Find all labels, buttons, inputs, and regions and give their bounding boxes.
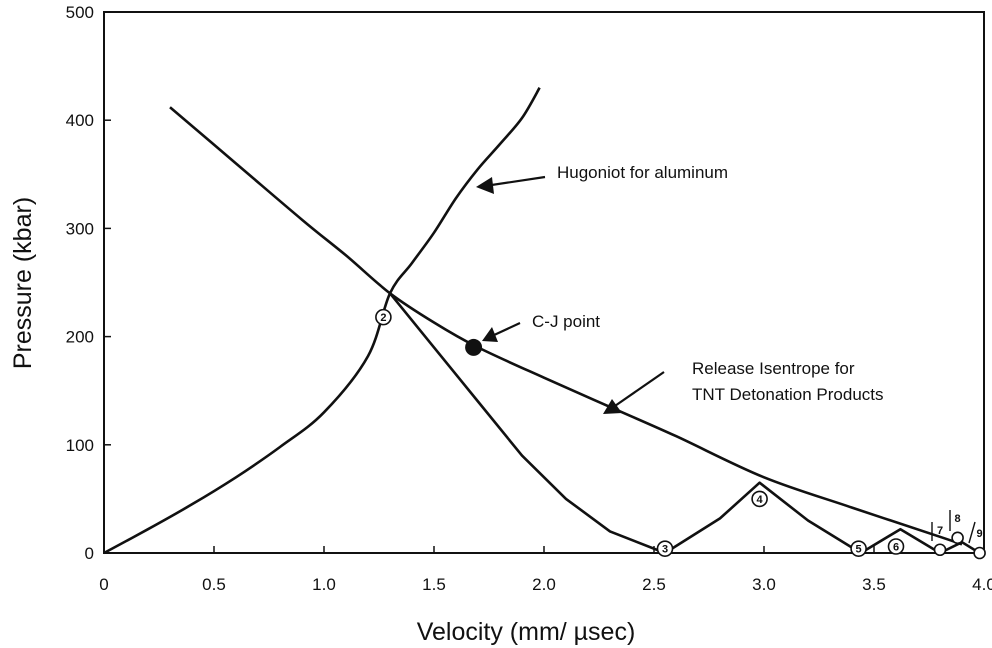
y-tick-labels: 0 100 200 300 400 500 — [66, 3, 94, 563]
marker-9-arrow — [968, 521, 976, 544]
marker-label: 7 — [937, 525, 943, 537]
marker-label: 9 — [977, 528, 983, 540]
marker-label: 4 — [757, 494, 764, 506]
hugoniot-curve — [103, 87, 541, 555]
x-tick-label: 2.5 — [642, 575, 666, 594]
cj-arrow — [491, 322, 521, 337]
markers: 2 3 4 5 6 78 9 — [375, 308, 986, 560]
marker-7: 7 — [933, 525, 947, 557]
y-tick-label: 500 — [66, 3, 94, 22]
x-tick-labels: 0 0.5 1.0 1.5 2.0 2.5 3.0 3.5 4.0 — [99, 575, 992, 594]
isentrope-label-line2: TNT Detonation Products — [692, 385, 884, 404]
y-tick-label: 400 — [66, 111, 94, 130]
reverberation-curve — [388, 292, 981, 555]
marker-circle — [973, 546, 986, 560]
y-axis-title: Pressure (kbar) — [9, 197, 37, 369]
x-tick-label: 0.5 — [202, 575, 226, 594]
curves — [103, 87, 981, 555]
isentrope-arrowhead — [603, 399, 622, 414]
isentrope-label-line1: Release Isentrope for — [692, 359, 855, 378]
x-tick-label: 0 — [99, 575, 108, 594]
cj-arrowhead — [482, 327, 498, 342]
marker-6: 6 — [887, 538, 905, 555]
y-tick-label: 200 — [66, 328, 94, 347]
marker-circle — [375, 308, 392, 326]
annotation-arrows — [476, 175, 976, 544]
y-tick-label: 0 — [85, 544, 94, 563]
marker-8: 8 — [951, 513, 964, 545]
marker-9: 9 — [973, 528, 986, 560]
plot-frame — [103, 11, 985, 554]
y-tick-label: 300 — [66, 219, 94, 238]
marker-circle — [887, 538, 905, 555]
marker-circle — [850, 540, 867, 557]
y-tick-label: 100 — [66, 436, 94, 455]
marker-2: 2 — [375, 308, 392, 326]
x-axis-title: Velocity (mm/ µsec) — [417, 618, 636, 646]
marker-3: 3 — [656, 540, 674, 557]
isentrope-curve — [169, 106, 963, 546]
marker-circle — [933, 543, 947, 557]
axis-ticks — [103, 11, 985, 554]
marker-label: 5 — [856, 544, 862, 556]
marker-circle — [656, 540, 674, 557]
hugoniot-arrow — [484, 175, 546, 188]
marker-label: 2 — [380, 312, 386, 324]
x-tick-label: 2.0 — [532, 575, 556, 594]
hugoniot-label: Hugoniot for aluminum — [557, 163, 728, 182]
x-tick-label: 1.0 — [312, 575, 336, 594]
x-tick-label: 3.0 — [752, 575, 776, 594]
marker-4: 4 — [751, 490, 768, 508]
marker-label: 6 — [893, 542, 899, 554]
cj-point-label: C-J point — [532, 312, 600, 331]
cj-point-dot — [465, 338, 483, 356]
hugoniot-arrowhead — [476, 177, 494, 194]
x-tick-label: 1.5 — [422, 575, 446, 594]
marker-circle — [751, 490, 768, 508]
marker-label: 3 — [662, 544, 668, 556]
marker-label: 8 — [955, 513, 961, 525]
x-tick-label: 4.0 — [972, 575, 992, 594]
marker-5: 5 — [850, 540, 867, 557]
marker-circle — [951, 531, 964, 545]
isentrope-arrow — [611, 371, 665, 409]
x-tick-label: 3.5 — [862, 575, 886, 594]
